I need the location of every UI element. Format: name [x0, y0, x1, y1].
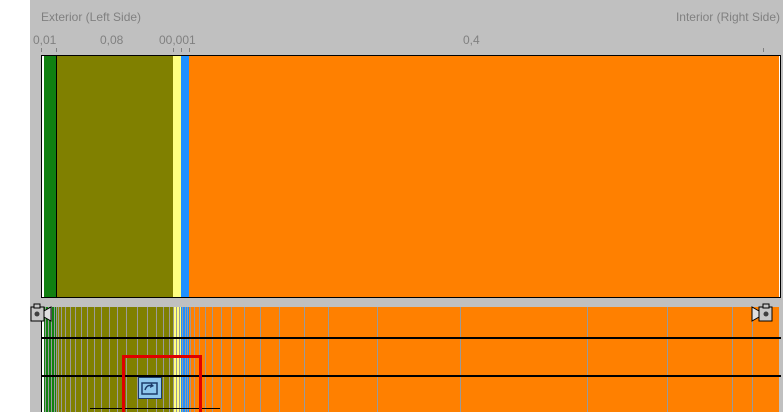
scale-label-2: 0,08 — [100, 33, 124, 47]
grid-line — [752, 307, 753, 412]
exterior-label: Exterior (Left Side) — [41, 10, 142, 24]
grid-line — [377, 307, 378, 412]
layer-band-4[interactable] — [173, 56, 181, 297]
tick-mark — [763, 48, 764, 52]
grid-line — [185, 307, 186, 412]
grid-line — [54, 307, 55, 412]
grid-line — [109, 307, 110, 412]
layer-band-5[interactable] — [181, 56, 189, 297]
grid-line — [328, 307, 329, 412]
grid-line — [156, 307, 157, 412]
grid-line — [87, 307, 88, 412]
grid-line — [61, 307, 62, 412]
grid-band-1 — [42, 307, 44, 412]
grid-line — [587, 307, 588, 412]
camera-left-icon[interactable] — [30, 302, 52, 328]
selection-highlight — [122, 355, 202, 412]
layer-profile-panel: Exterior (Left Side) Interior (Right Sid… — [30, 0, 783, 412]
tick-mark — [189, 48, 190, 52]
grid-line — [205, 307, 206, 412]
camera-right-icon[interactable] — [751, 302, 773, 328]
grid-line — [231, 307, 232, 412]
grid-line — [169, 307, 170, 412]
grid-line — [260, 307, 261, 412]
scale-label-3: 00,001 — [159, 33, 196, 47]
grid-line — [163, 307, 164, 412]
grid-line — [94, 307, 95, 412]
scale-label-4: 0,4 — [463, 33, 480, 47]
grid-line — [126, 307, 127, 412]
probe-glyph — [141, 382, 158, 395]
grid-line — [460, 307, 461, 412]
grid-band-4 — [173, 307, 181, 412]
grid-line — [81, 307, 82, 412]
grid-line — [65, 307, 66, 412]
grid-line — [182, 307, 183, 412]
grid-line — [279, 307, 280, 412]
tick-mark — [56, 48, 57, 52]
grid-line — [75, 307, 76, 412]
grid-line — [667, 307, 668, 412]
layer-cross-section[interactable] — [41, 55, 781, 298]
grid-band-6 — [189, 307, 779, 412]
grid-line — [147, 307, 148, 412]
grid-line — [173, 307, 174, 412]
grid-line — [45, 307, 46, 412]
interior-label: Interior (Right Side) — [675, 10, 780, 24]
layer-band-3[interactable] — [56, 56, 173, 297]
grid-row-line — [42, 375, 781, 377]
grid-line — [190, 307, 191, 412]
grid-line — [194, 307, 195, 412]
layer-band-2[interactable] — [44, 56, 56, 297]
grid-band-2 — [44, 307, 56, 412]
tick-mark — [173, 48, 174, 52]
grid-line — [304, 307, 305, 412]
grid-line — [58, 307, 59, 412]
grid-line — [212, 307, 213, 412]
grid-line — [732, 307, 733, 412]
grid-line — [70, 307, 71, 412]
scale-label-1: 0,01 — [33, 33, 57, 47]
layer-separator — [56, 56, 57, 297]
grid-line — [101, 307, 102, 412]
grid-line — [56, 307, 57, 412]
grid-line — [187, 307, 188, 412]
grid-line — [51, 307, 52, 412]
grid-line — [179, 307, 180, 412]
grid-line — [137, 307, 138, 412]
grid-line — [176, 307, 177, 412]
grid-row-line — [42, 337, 781, 339]
layer-band-6[interactable] — [189, 56, 779, 297]
grid-line — [117, 307, 118, 412]
tick-mark — [181, 48, 182, 52]
grid-line — [244, 307, 245, 412]
grid-line — [221, 307, 222, 412]
grid-line — [48, 307, 49, 412]
probe-icon[interactable] — [138, 377, 162, 399]
layer-band-1[interactable] — [42, 56, 44, 297]
tick-mark — [41, 48, 42, 52]
baseline-line — [90, 408, 220, 409]
